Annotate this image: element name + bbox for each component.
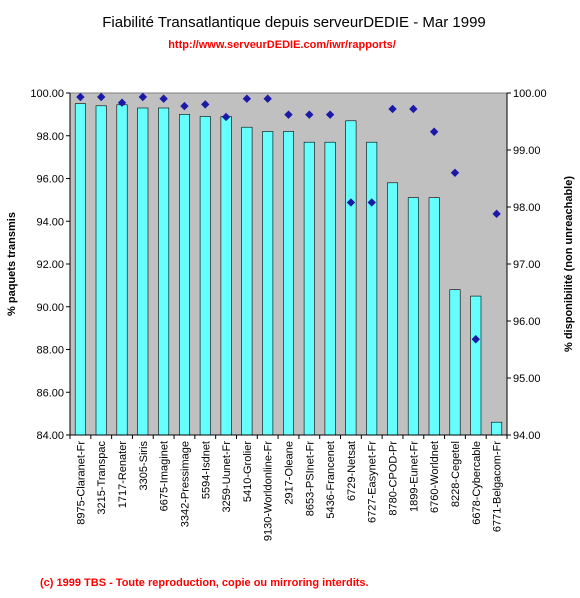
right-axis: 94.00 95.00 96.00 97.00 98.00 99.00 100.00: [506, 88, 547, 442]
availability-point-2: [117, 98, 127, 107]
x-tick-label: 8653-PSInet-Fr: [304, 441, 316, 517]
bar-5: [179, 114, 191, 436]
bar-8: [241, 126, 253, 436]
availability-point-6: [201, 100, 210, 109]
x-tick-label: 1899-Eunet-Fr: [408, 441, 420, 512]
right-tick-label: 100.00: [513, 88, 547, 100]
availability-point-14: [367, 198, 376, 207]
left-tick-label: 84.00: [36, 430, 64, 442]
bar-14: [366, 141, 378, 436]
x-tick-label: 6771-Belgacom-Fr: [492, 441, 504, 532]
left-tick-label: 98.00: [36, 131, 64, 143]
availability-point-17: [429, 127, 439, 136]
x-tick-label: 8975-Claranet-Fr: [75, 441, 87, 525]
bar-10: [282, 131, 294, 436]
x-tick-label: 2917-Oleane: [284, 441, 296, 505]
left-tick-label: 100.00: [30, 88, 64, 100]
bar-12: [324, 141, 336, 436]
availability-point-5: [180, 101, 189, 111]
availability-point-3: [138, 92, 148, 102]
bar-18: [449, 289, 461, 436]
bar-1: [95, 105, 107, 436]
bar-16: [407, 197, 419, 436]
right-tick-label: 97.00: [513, 259, 541, 271]
x-tick-label: 5594-Isdnet: [200, 441, 212, 499]
availability-point-8: [242, 94, 252, 103]
left-tick-label: 86.00: [36, 387, 64, 399]
left-tick-label: 88.00: [36, 345, 64, 357]
availability-point-18: [450, 168, 460, 177]
left-tick-label: 96.00: [36, 174, 64, 186]
bar-3: [137, 107, 149, 436]
availability-point-9: [263, 94, 272, 103]
x-tick-label: 8780-CPOD-Pr: [388, 441, 400, 516]
availability-point-20: [492, 209, 501, 219]
bar-20: [491, 421, 503, 436]
availability-point-19: [471, 335, 480, 344]
availability-point-0: [76, 92, 85, 102]
bar-13: [345, 120, 357, 436]
right-tick-label: 99.00: [513, 145, 541, 157]
x-tick-label: 3305-Siris: [138, 441, 150, 491]
availability-point-1: [97, 92, 106, 102]
right-tick-label: 95.00: [513, 373, 541, 385]
left-axis: 84.00 86.00 88.00 90.00 92.00 94.00 96.00 98.00…: [30, 88, 71, 442]
x-tick-label: 1717-Renater: [117, 441, 129, 509]
chart-subtitle: http://www.serveurDEDIE.com/iwr/rapports…: [168, 39, 396, 51]
x-tick-label: 5436-Francenet: [325, 441, 337, 519]
x-tick-label: 8228-Cegetel: [450, 441, 462, 507]
bar-15: [386, 182, 398, 436]
x-tick-label: 3215-Transpac: [96, 441, 108, 515]
x-tick-label: 9130-Worldonline-Fr: [263, 441, 275, 541]
availability-point-4: [159, 94, 168, 103]
left-tick-label: 92.00: [36, 259, 64, 271]
availability-point-15: [388, 104, 397, 114]
copyright-notice: (c) 1999 TBS - Toute reproduction, copie…: [40, 577, 369, 589]
x-tick-label: 6727-Easynet-Fr: [367, 441, 379, 523]
right-tick-label: 94.00: [513, 430, 541, 442]
bar-6: [199, 116, 211, 436]
x-tick-label: 6678-Cybercable: [471, 441, 483, 525]
chart-title: Fiabilité Transatlantique depuis serveur…: [102, 14, 486, 31]
bar-17: [428, 197, 440, 436]
availability-point-7: [221, 112, 231, 122]
y2-axis-title: % disponibilité (non unreachable): [563, 176, 575, 352]
availability-series: [76, 92, 501, 344]
bar-2: [116, 104, 128, 436]
bar-0: [74, 103, 86, 436]
x-axis: 8975-Claranet-Fr 3215-Transpac 1717-Renate…: [69, 434, 508, 541]
x-tick-label: 3259-Uunet-Fr: [221, 441, 233, 513]
availability-point-13: [346, 198, 356, 207]
availability-point-16: [409, 104, 418, 114]
bar-7: [220, 116, 232, 436]
bar-9: [262, 131, 274, 436]
right-tick-label: 98.00: [513, 202, 541, 214]
x-tick-label: 3342-Pressimage: [180, 441, 192, 527]
left-tick-label: 90.00: [36, 302, 64, 314]
bar-4: [158, 107, 170, 436]
right-tick-label: 96.00: [513, 316, 541, 328]
x-tick-label: 6675-Imaginet: [159, 441, 171, 511]
x-tick-label: 5410-Grolier: [242, 441, 254, 502]
availability-point-12: [325, 110, 335, 119]
y-axis-title: % paquets transmis: [6, 212, 18, 316]
x-tick-label: 6729-Netsat: [346, 441, 358, 501]
bar-19: [470, 295, 482, 436]
bar-11: [303, 141, 315, 436]
availability-point-10: [284, 110, 293, 119]
x-tick-label: 6760-Worldnet: [429, 441, 441, 513]
left-tick-label: 94.00: [36, 216, 64, 228]
availability-point-11: [305, 110, 314, 119]
